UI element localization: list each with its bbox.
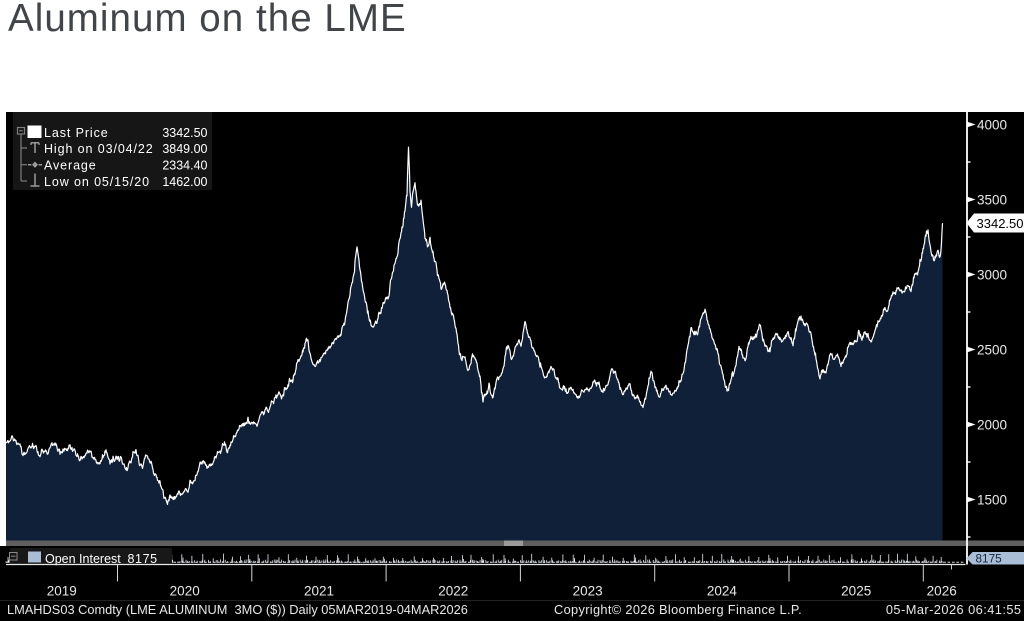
svg-text:2022: 2022 [438,584,468,599]
svg-text:1500: 1500 [977,492,1007,507]
svg-text:3342.50: 3342.50 [977,216,1024,231]
svg-text:3000: 3000 [977,267,1007,282]
svg-text:2500: 2500 [977,342,1007,357]
svg-text:8175: 8175 [128,552,158,566]
svg-text:8175: 8175 [976,551,1003,565]
svg-text:2024: 2024 [707,584,738,599]
svg-text:2025: 2025 [841,584,871,599]
svg-text:LMAHDS03 Comdty (LME ALUMINUM: LMAHDS03 Comdty (LME ALUMINUM 3MO ($)) D… [7,602,468,617]
svg-text:Low on 05/15/20: Low on 05/15/20 [44,175,150,189]
svg-text:Copyright© 2026 Bloomberg Fina: Copyright© 2026 Bloomberg Finance L.P. [554,602,802,617]
svg-text:Last Price: Last Price [44,126,109,140]
svg-text:Open Interest: Open Interest [45,552,121,566]
svg-text:3342.50: 3342.50 [162,126,207,140]
svg-text:2023: 2023 [573,584,603,599]
svg-text:Average: Average [44,159,97,173]
svg-text:2019: 2019 [47,584,77,599]
svg-text:1462.00: 1462.00 [162,175,207,189]
svg-text:2334.40: 2334.40 [162,159,207,173]
svg-text:2026: 2026 [927,584,957,599]
svg-text:3500: 3500 [977,192,1007,207]
svg-text:3849.00: 3849.00 [162,142,207,156]
svg-text:4000: 4000 [977,117,1007,132]
svg-text:2000: 2000 [977,417,1007,432]
svg-text:2021: 2021 [304,584,334,599]
svg-text:05-Mar-2026 06:41:55: 05-Mar-2026 06:41:55 [886,602,1022,617]
svg-text:High on 03/04/22: High on 03/04/22 [44,142,154,156]
svg-text:2020: 2020 [170,584,200,599]
